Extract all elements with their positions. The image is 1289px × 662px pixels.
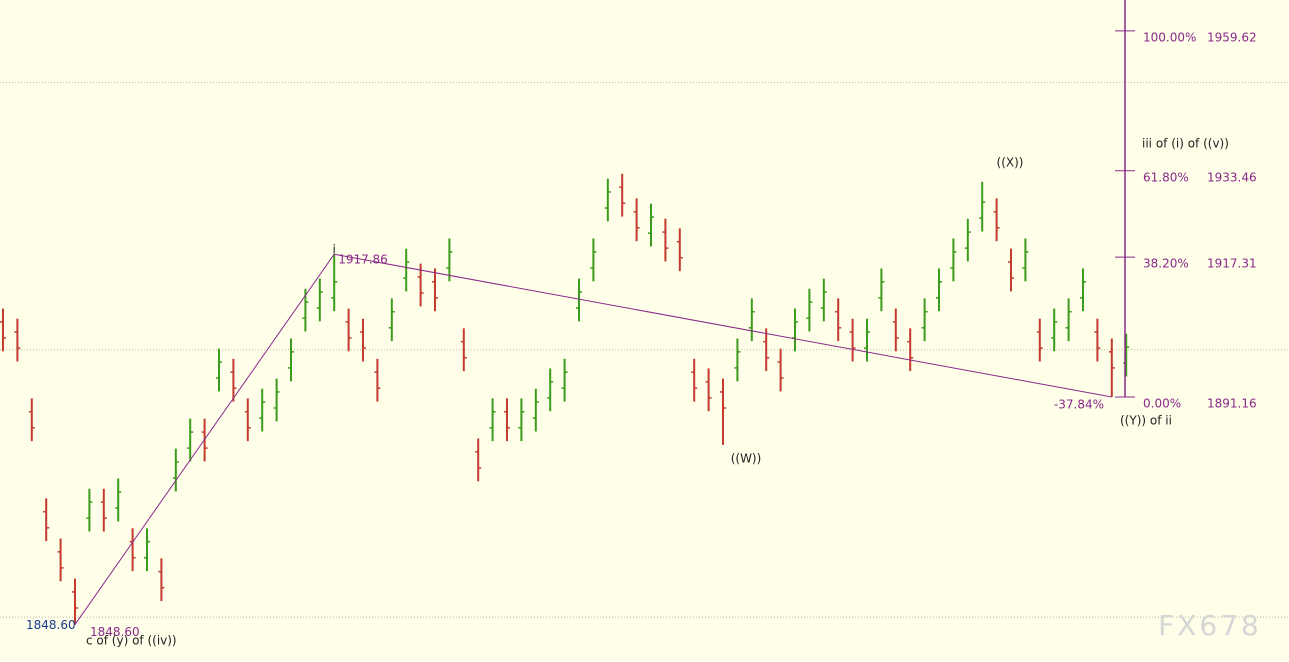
retracement-label: -37.84% bbox=[1054, 397, 1104, 411]
fib-price: 1959.62 bbox=[1207, 30, 1257, 44]
trend-line bbox=[74, 253, 335, 625]
wave-label: ((Y)) of ii bbox=[1120, 414, 1172, 428]
wave-label: c of (y) of ((iv)) bbox=[86, 634, 177, 648]
axis-low-label: 1848.60 bbox=[26, 618, 76, 632]
swing-low-label: 1848.60 bbox=[90, 625, 140, 639]
fib-ratio: 61.80% bbox=[1143, 170, 1189, 184]
swing-high-label: 1917.86 bbox=[338, 253, 388, 267]
fib-ratio: 100.00% bbox=[1143, 30, 1196, 44]
trend-line bbox=[334, 253, 1112, 398]
fib-ratio: 38.20% bbox=[1143, 257, 1189, 271]
fib-ratio: 0.00% bbox=[1143, 396, 1181, 410]
fib-price: 1891.16 bbox=[1207, 396, 1257, 410]
wave-label: ((X)) bbox=[997, 156, 1024, 170]
wave-label: i bbox=[333, 243, 336, 257]
wave-label: ((W)) bbox=[731, 452, 762, 466]
wave-label: iii of (i) of ((v)) bbox=[1142, 137, 1229, 151]
watermark: FX678 bbox=[1158, 609, 1262, 642]
fib-price: 1933.46 bbox=[1207, 170, 1257, 184]
fib-price: 1917.31 bbox=[1207, 257, 1257, 271]
